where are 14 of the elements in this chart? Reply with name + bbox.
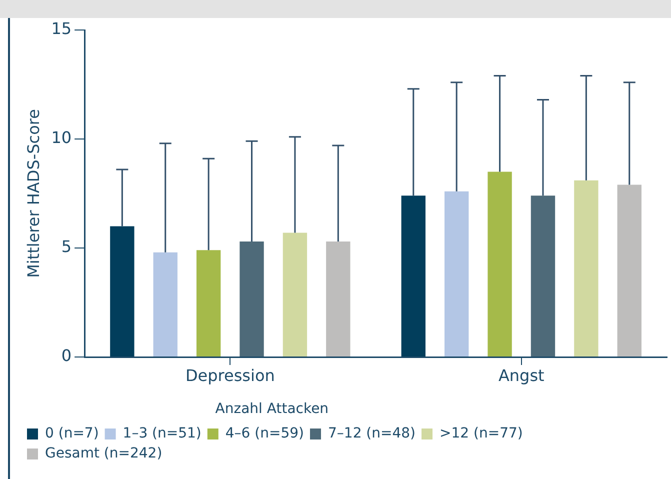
x-tick-label: Depression [185, 366, 275, 385]
legend-label: >12 (n=77) [440, 426, 523, 442]
legend-label: 4–6 (n=59) [225, 426, 304, 442]
legend-title: Anzahl Attacken [215, 400, 329, 417]
y-tick-label: 5 [61, 237, 72, 256]
y-tick-label: 10 [51, 128, 72, 148]
y-axis-title: Mittlerer HADS-Score [24, 109, 43, 278]
y-tick-label: 0 [61, 346, 72, 366]
y-tick-label: 15 [51, 19, 72, 38]
x-tick-label: Angst [498, 366, 544, 385]
legend-label: 0 (n=7) [45, 426, 99, 442]
legend-label: 7–12 (n=48) [328, 426, 416, 442]
legend-label: 1–3 (n=51) [122, 426, 202, 442]
legend-label: Gesamt (n=242) [45, 446, 162, 462]
